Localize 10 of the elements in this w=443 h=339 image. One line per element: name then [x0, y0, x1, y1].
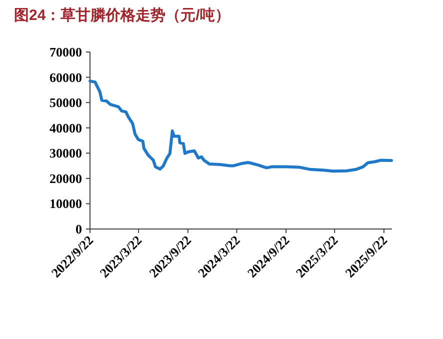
- chart-title: 图24：草甘膦价格走势（元/吨）: [14, 7, 230, 24]
- y-tick-label: 20000: [50, 170, 82, 186]
- line-series: [88, 80, 393, 173]
- y-tick-label: 40000: [50, 120, 82, 136]
- y-tick-label: 70000: [50, 44, 82, 60]
- y-tick-label: 10000: [50, 196, 82, 212]
- y-tick-label: 30000: [50, 146, 82, 161]
- y-tick-label: 0: [76, 222, 82, 236]
- y-tick-label: 50000: [50, 95, 82, 110]
- y-tick-label: 60000: [50, 70, 82, 85]
